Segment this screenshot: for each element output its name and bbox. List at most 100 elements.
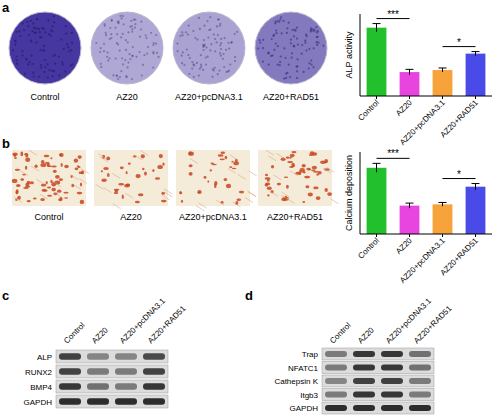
stain-speck xyxy=(100,47,102,49)
stain-speck xyxy=(283,47,285,49)
error-line xyxy=(475,184,476,190)
calcium-nodule xyxy=(271,165,274,169)
stain-speck xyxy=(58,74,60,76)
image-label: AZ20 xyxy=(120,212,142,222)
error-cap xyxy=(439,67,447,68)
calcium-nodule xyxy=(27,200,31,202)
stain-speck xyxy=(217,73,219,75)
calcium-nodule xyxy=(58,198,62,201)
stain-speck xyxy=(219,44,221,46)
stain-speck xyxy=(131,78,133,80)
calcium-nodule xyxy=(55,175,60,179)
stain-speck xyxy=(185,31,187,33)
bar xyxy=(433,70,453,96)
stain-speck xyxy=(67,46,69,48)
stain-speck xyxy=(214,38,216,40)
calcium-nodule xyxy=(47,162,50,166)
calcium-nodule xyxy=(138,193,144,196)
stain-speck xyxy=(36,18,38,20)
lane-label: AZ20 xyxy=(90,325,110,345)
cell-fiber xyxy=(36,179,44,184)
stain-speck xyxy=(33,75,35,77)
stain-speck xyxy=(52,55,54,57)
stain-speck xyxy=(121,17,123,19)
error-line xyxy=(376,163,377,172)
cell-fiber xyxy=(162,195,170,200)
lane-label: AZ20+pcDNA3.1 xyxy=(118,296,167,345)
band xyxy=(381,365,403,371)
stain-speck xyxy=(134,27,136,29)
stain-speck xyxy=(129,53,131,55)
band xyxy=(325,378,347,384)
calcium-nodule xyxy=(305,185,309,188)
stain-speck xyxy=(209,28,211,30)
band xyxy=(115,398,137,405)
band xyxy=(143,353,165,360)
stain-speck xyxy=(207,55,209,57)
calcium-nodule xyxy=(302,201,305,203)
stain-speck xyxy=(116,42,118,44)
calcium-nodule xyxy=(292,151,297,153)
stain-speck xyxy=(222,58,224,60)
stain-speck xyxy=(280,16,282,18)
stain-speck xyxy=(140,21,142,23)
stain-speck xyxy=(231,41,233,43)
alizarin-image xyxy=(258,150,339,206)
alizarin-image xyxy=(176,150,257,211)
calcium-nodule xyxy=(152,169,154,172)
stain-speck xyxy=(129,26,131,28)
x-tick-label: AZ20+pcDNA3.1 xyxy=(398,236,447,285)
stain-speck xyxy=(127,41,129,43)
error-cap xyxy=(373,23,381,24)
stain-speck xyxy=(293,45,295,47)
stain-speck xyxy=(145,34,147,36)
calcium-nodule xyxy=(265,183,270,186)
stain-speck xyxy=(187,34,189,36)
cell-fiber xyxy=(282,192,290,197)
stain-speck xyxy=(310,60,312,62)
stain-speck xyxy=(58,55,60,57)
cell-fiber xyxy=(228,168,236,173)
stain-speck xyxy=(50,29,52,31)
calcium-nodule xyxy=(107,173,110,177)
calcium-nodule xyxy=(18,196,21,200)
calcium-nodule xyxy=(277,183,281,186)
calcium-nodule xyxy=(302,164,306,168)
stain-speck xyxy=(236,31,238,33)
stain-speck xyxy=(14,44,16,46)
calcium-nodule xyxy=(41,160,45,164)
band xyxy=(59,353,81,360)
bars xyxy=(367,24,486,96)
image-bg xyxy=(94,150,168,206)
cell-fiber xyxy=(270,191,278,196)
band xyxy=(409,392,431,398)
cell-fiber xyxy=(40,194,48,199)
stain-speck xyxy=(272,35,274,37)
calcium-nodule xyxy=(204,176,207,179)
stain-speck xyxy=(155,34,157,36)
calcium-nodule xyxy=(224,178,228,181)
error-cap xyxy=(373,163,381,164)
stain-speck xyxy=(297,58,299,60)
calcium-nodule xyxy=(325,188,328,192)
stain-speck xyxy=(224,37,226,39)
stain-speck xyxy=(268,64,270,66)
significance-label: *** xyxy=(387,148,399,159)
stain-speck xyxy=(28,34,30,36)
stain-speck xyxy=(119,76,121,78)
cell-fiber xyxy=(53,182,61,187)
bar-chart: ControlAZ20AZ20+pcDNA3.1AZ20+RAD51Calciu… xyxy=(344,148,492,285)
calcium-nodule xyxy=(289,157,292,159)
calcium-nodule xyxy=(162,163,164,166)
stain-speck xyxy=(196,39,198,41)
stain-speck xyxy=(22,23,24,25)
stain-speck xyxy=(31,55,33,57)
band xyxy=(353,405,375,411)
x-tick xyxy=(475,234,476,237)
image-label: AZ20+pcDNA3.1 xyxy=(175,92,243,102)
stain-speck xyxy=(212,68,214,70)
cell-fiber xyxy=(56,194,64,199)
significance-label: *** xyxy=(387,9,399,20)
stain-speck xyxy=(26,59,28,61)
calcium-nodule xyxy=(267,187,272,190)
